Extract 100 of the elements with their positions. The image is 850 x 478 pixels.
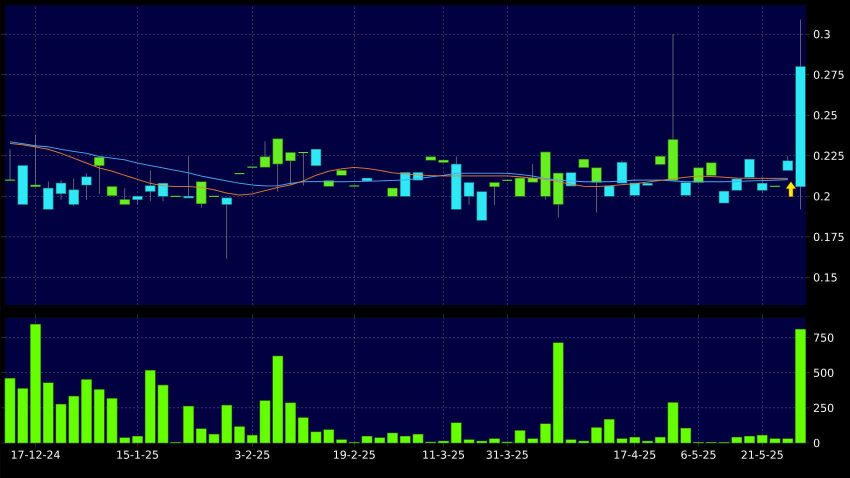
bar <box>260 400 270 444</box>
bar <box>782 438 794 444</box>
candlestick <box>94 157 104 194</box>
bar <box>30 324 41 444</box>
bar <box>552 342 564 444</box>
candlestick <box>68 178 79 206</box>
candlestick <box>782 156 793 171</box>
bar <box>450 422 462 444</box>
candlestick <box>630 182 640 196</box>
bar <box>81 379 92 444</box>
candlestick <box>4 149 16 181</box>
y-tick-label: 0.225 <box>814 152 844 160</box>
candlestick <box>489 182 500 206</box>
bar <box>158 384 168 444</box>
bar <box>234 426 245 444</box>
bar <box>196 428 207 444</box>
bar <box>744 436 755 444</box>
bar <box>527 438 538 444</box>
candlestick <box>158 183 168 202</box>
bar <box>272 356 284 444</box>
x-tick-label: 11-3-25 <box>423 450 464 459</box>
bar <box>68 396 80 444</box>
x-tick-label: 3-2-25 <box>235 450 270 459</box>
bar <box>400 436 411 444</box>
candlestick <box>120 188 130 205</box>
candlestick <box>132 196 143 205</box>
y-tick-label: 750 <box>814 334 834 342</box>
bar <box>514 430 526 444</box>
bar <box>566 439 576 444</box>
bar <box>56 404 66 444</box>
bar <box>412 434 424 444</box>
bar <box>94 389 105 444</box>
candlestick <box>514 178 526 197</box>
candlestick <box>718 191 730 204</box>
bar <box>795 328 806 444</box>
y-tick-label: 0.275 <box>814 70 844 79</box>
candlestick <box>310 149 322 166</box>
bar <box>629 436 640 444</box>
candlestick <box>196 181 206 208</box>
x-tick-label: 17-12-24 <box>12 450 60 459</box>
bar <box>208 434 220 444</box>
candlestick <box>30 134 41 187</box>
bar <box>132 436 143 444</box>
bar <box>387 432 398 444</box>
y-tick-label: 0.175 <box>814 232 844 242</box>
bar <box>489 438 500 444</box>
bar <box>310 432 322 444</box>
bar <box>654 436 666 444</box>
candlestick <box>222 198 232 260</box>
bar <box>540 423 551 444</box>
candlestick <box>693 168 704 183</box>
bar <box>604 419 615 444</box>
bar <box>144 370 156 444</box>
y-tick-label: 0 <box>814 438 820 448</box>
candlestick <box>298 152 309 186</box>
x-tick-label: 6-5-25 <box>681 450 716 459</box>
bar <box>668 402 678 444</box>
y-tick-label: 0.25 <box>814 111 837 120</box>
bar <box>374 437 386 444</box>
candlestick <box>260 140 270 168</box>
candlestick <box>183 156 194 198</box>
bar <box>17 388 28 444</box>
bar <box>106 398 118 444</box>
candlestick <box>145 170 156 202</box>
y-tick-label: 0.2 <box>814 192 830 200</box>
candlestick <box>56 180 66 200</box>
candlestick <box>744 159 755 178</box>
x-tick-label: 15-1-25 <box>117 450 158 459</box>
bar <box>221 404 232 444</box>
y-tick-label: 0.15 <box>814 273 837 282</box>
x-tick-label: 17-4-25 <box>614 450 656 459</box>
bar <box>464 439 474 444</box>
bar <box>680 428 692 444</box>
bar <box>756 435 768 444</box>
x-tick-label: 31-3-25 <box>486 450 528 459</box>
bar <box>731 436 742 444</box>
y-tick-label: 0.3 <box>814 30 830 38</box>
bar <box>323 429 334 444</box>
x-tick-label: 21-5-25 <box>742 450 783 459</box>
candlestick <box>464 182 474 206</box>
bar <box>362 436 372 444</box>
bar <box>298 417 309 444</box>
bar <box>4 378 16 444</box>
candlestick <box>285 152 296 186</box>
bar <box>591 427 602 444</box>
bar <box>616 438 628 444</box>
candlestick <box>591 168 602 213</box>
candlestick <box>43 181 54 210</box>
bar <box>183 406 194 444</box>
bar <box>285 402 296 444</box>
candlestick <box>616 160 628 184</box>
candlestick <box>81 173 92 200</box>
candlestick <box>680 182 691 196</box>
bar <box>246 435 258 444</box>
bar <box>42 382 54 444</box>
candlestick <box>706 162 716 176</box>
bar <box>336 439 347 444</box>
y-tick-label: 250 <box>814 404 834 412</box>
x-tick-label: 19-2-25 <box>334 450 375 459</box>
bar <box>119 437 130 444</box>
